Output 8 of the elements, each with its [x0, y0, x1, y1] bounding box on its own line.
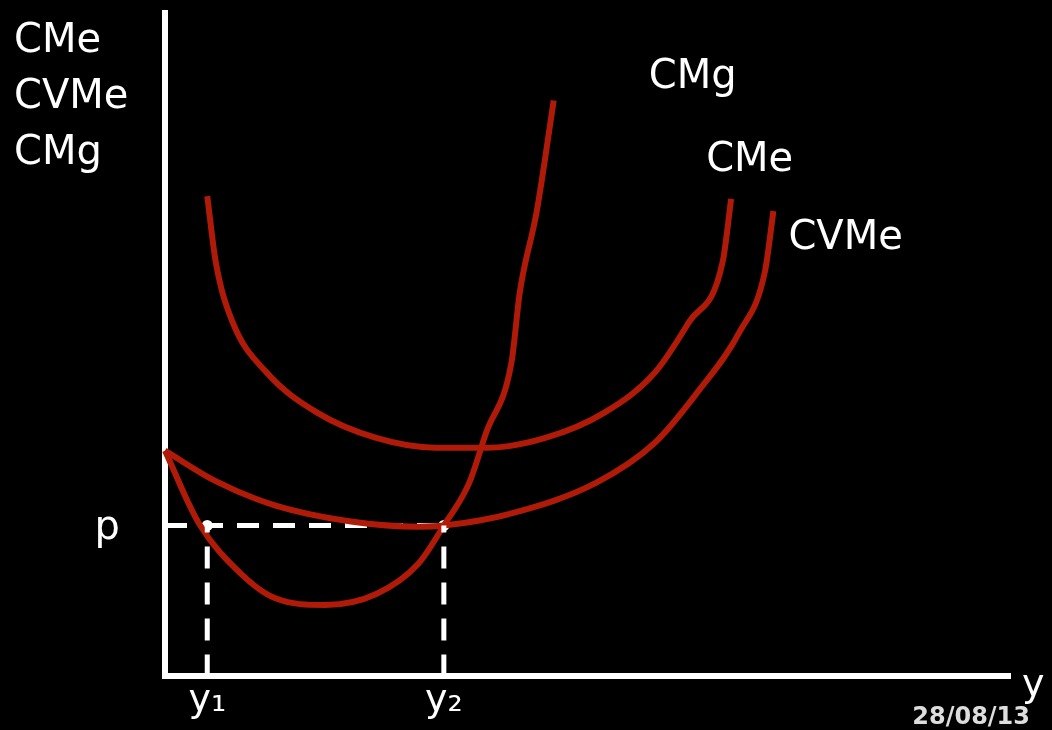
x-axis-title: y [1022, 661, 1045, 706]
x-tick-label: y₁ [188, 676, 227, 721]
text: p [94, 502, 120, 549]
x-tick-label: y₂ [424, 676, 463, 721]
series-label: CVMe [788, 212, 903, 259]
text: CMg [648, 51, 737, 98]
y-axis-title: CMe CVMe CMg [14, 15, 129, 173]
series-label: CMe [706, 133, 794, 180]
